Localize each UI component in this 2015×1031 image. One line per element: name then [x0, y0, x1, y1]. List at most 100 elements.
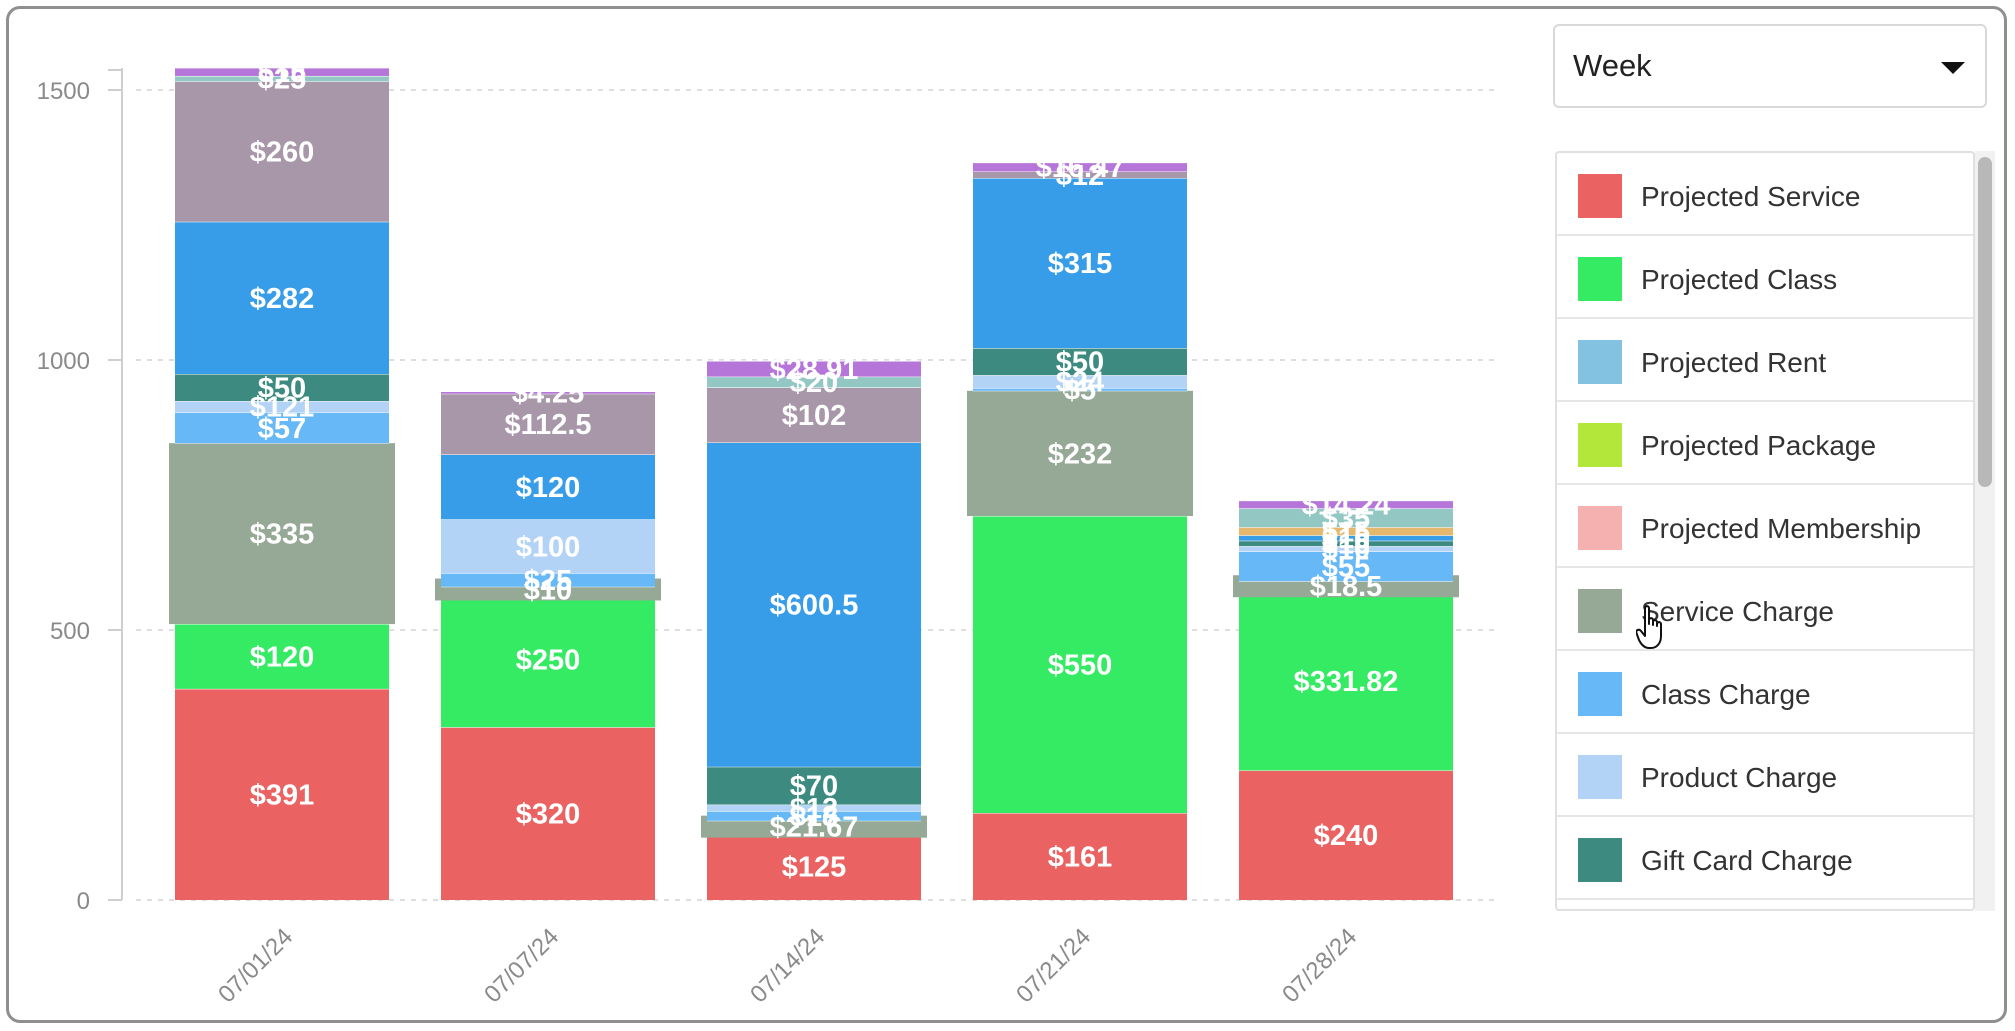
- bar-segment[interactable]: [707, 376, 921, 388]
- bar-segment[interactable]: [707, 811, 921, 821]
- period-select[interactable]: Week: [1553, 24, 1987, 108]
- data-label: $260: [250, 137, 315, 169]
- legend-item[interactable]: Projected Package: [1557, 402, 1973, 485]
- bar-segment[interactable]: [707, 804, 921, 812]
- bar-segment[interactable]: [707, 766, 921, 805]
- bar-segment[interactable]: [1239, 535, 1453, 541]
- bar-segment[interactable]: [973, 375, 1187, 389]
- data-label: $15: [1322, 516, 1370, 548]
- legend-swatch: [1578, 838, 1622, 882]
- data-label: $550: [1048, 650, 1113, 682]
- data-label: $120: [516, 472, 581, 504]
- legend-swatch: [1578, 257, 1622, 301]
- bar-segment[interactable]: [1239, 546, 1453, 552]
- bar-segment[interactable]: [175, 221, 389, 375]
- bar-segment[interactable]: [1239, 591, 1453, 771]
- y-axis: 0 500 1000 1500: [37, 68, 123, 915]
- bar-segment[interactable]: [175, 67, 389, 76]
- bar-segment[interactable]: [707, 442, 921, 767]
- data-label: $161: [1048, 842, 1113, 874]
- data-label: $120: [250, 641, 315, 673]
- data-label: $57: [258, 413, 306, 445]
- bar-segment[interactable]: [441, 592, 655, 728]
- data-label: $18: [790, 801, 838, 833]
- x-tick-label: 07/01/24: [213, 923, 298, 1008]
- bar-segment[interactable]: [169, 443, 395, 625]
- bar-segment[interactable]: [1239, 527, 1453, 536]
- bar-segment[interactable]: [441, 393, 655, 455]
- bar-segment[interactable]: [441, 391, 655, 394]
- x-tick-label: 07/07/24: [479, 923, 564, 1008]
- bar-stack: [1233, 500, 1459, 900]
- data-label: $50: [1056, 347, 1104, 379]
- legend-label: Projected Service: [1641, 181, 1861, 212]
- data-label-layer: $391$120$335$57$121$50$282$260$25$15$320…: [250, 57, 1399, 883]
- bar-segment[interactable]: [707, 361, 921, 377]
- y-tick-label: 500: [50, 618, 90, 645]
- bar-segment[interactable]: [175, 688, 389, 900]
- scrollbar-thumb[interactable]: [1978, 157, 1992, 487]
- data-label: $21.67: [770, 812, 859, 844]
- bar-stack: [701, 360, 927, 901]
- legend-item[interactable]: Class Charge: [1557, 651, 1973, 734]
- data-label: $600.5: [770, 590, 859, 622]
- bar-segment[interactable]: [175, 412, 389, 444]
- data-label: $12: [790, 793, 838, 825]
- data-label: $55: [1322, 551, 1370, 583]
- bar-segment[interactable]: [175, 401, 389, 413]
- bar-segment[interactable]: [1239, 508, 1453, 528]
- bar-segment[interactable]: [973, 162, 1187, 172]
- bar-segment[interactable]: [707, 387, 921, 443]
- bar-segment[interactable]: [441, 727, 655, 900]
- bar-segment[interactable]: [967, 390, 1193, 517]
- x-axis: 07/01/24 07/07/24 07/14/24 07/21/24 07/28/24: [213, 923, 1362, 1008]
- bar-segment[interactable]: [441, 519, 655, 574]
- bar-segment[interactable]: [441, 573, 655, 587]
- legend-item[interactable]: Product Charge: [1557, 734, 1973, 817]
- data-label: $25: [258, 64, 306, 96]
- bar-segment[interactable]: [1239, 770, 1453, 900]
- bar-segment[interactable]: [1239, 540, 1453, 547]
- bar-segment[interactable]: [175, 624, 389, 689]
- bar-layer: [169, 67, 1459, 901]
- legend-swatch: [1578, 589, 1622, 633]
- data-label: $12: [1056, 160, 1104, 192]
- data-label: $4.25: [512, 378, 585, 410]
- bar-segment[interactable]: [175, 75, 389, 82]
- data-label: $335: [250, 519, 315, 551]
- data-label: $391: [250, 779, 315, 811]
- legend-item[interactable]: Projected Class: [1557, 236, 1973, 319]
- bar-segment[interactable]: [1239, 500, 1453, 509]
- bar-segment[interactable]: [441, 454, 655, 520]
- legend-item[interactable]: Projected Rent: [1557, 319, 1973, 402]
- legend-swatch: [1578, 174, 1622, 218]
- bar-segment[interactable]: [1239, 551, 1453, 582]
- legend-item[interactable]: Projected Membership: [1557, 485, 1973, 568]
- bar-segment[interactable]: [973, 388, 1187, 391]
- data-label: $121: [250, 392, 315, 424]
- bar-segment[interactable]: [973, 348, 1187, 376]
- data-label: $102: [782, 400, 847, 432]
- legend-scrollbar[interactable]: [1975, 151, 1995, 911]
- legend-item[interactable]: Projected Service: [1557, 153, 1973, 236]
- data-label: $250: [516, 645, 581, 677]
- bar-segment[interactable]: [175, 81, 389, 222]
- bar-segment[interactable]: [973, 516, 1187, 814]
- data-label: $70: [790, 771, 838, 803]
- bar-segment[interactable]: [973, 813, 1187, 900]
- bar-stack: [435, 390, 661, 900]
- data-label: $16.47: [1036, 152, 1125, 184]
- legend-swatch: [1578, 755, 1622, 799]
- data-label: $50: [258, 373, 306, 405]
- legend-list: Projected Service Projected Class Projecte…: [1557, 153, 1973, 900]
- y-tick-label: 1000: [37, 348, 90, 375]
- data-label: $282: [250, 283, 315, 315]
- bar-segment[interactable]: [973, 178, 1187, 349]
- legend-item[interactable]: Service Charge: [1557, 568, 1973, 651]
- bar-segment[interactable]: [973, 171, 1187, 179]
- bar-segment[interactable]: [707, 832, 921, 901]
- legend-item[interactable]: Gift Card Charge: [1557, 817, 1973, 900]
- data-label: $125: [782, 851, 847, 883]
- bar-segment[interactable]: [175, 374, 389, 402]
